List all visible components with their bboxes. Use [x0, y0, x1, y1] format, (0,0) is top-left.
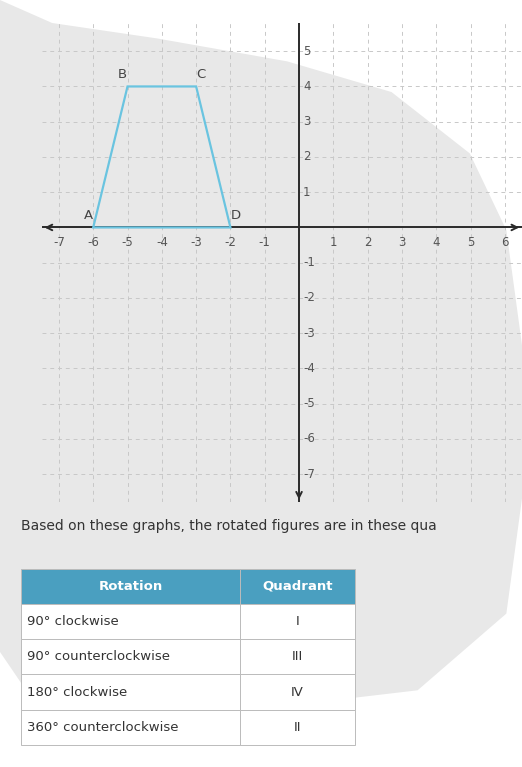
Text: -2: -2 — [303, 291, 315, 304]
Text: 5: 5 — [467, 236, 474, 249]
FancyBboxPatch shape — [21, 639, 240, 674]
Text: 4: 4 — [433, 236, 440, 249]
Text: 360° counterclockwise: 360° counterclockwise — [27, 721, 179, 734]
FancyBboxPatch shape — [240, 709, 355, 745]
FancyBboxPatch shape — [21, 604, 240, 639]
Text: 90° counterclockwise: 90° counterclockwise — [27, 650, 170, 663]
FancyBboxPatch shape — [21, 569, 240, 604]
Text: III: III — [292, 650, 303, 663]
FancyBboxPatch shape — [240, 639, 355, 674]
Text: 6: 6 — [501, 236, 508, 249]
Text: I: I — [295, 615, 300, 628]
Text: 2: 2 — [364, 236, 371, 249]
Text: -5: -5 — [122, 236, 134, 249]
Text: -7: -7 — [303, 468, 315, 481]
Text: -2: -2 — [224, 236, 236, 249]
Text: -4: -4 — [303, 362, 315, 375]
Text: -1: -1 — [259, 236, 271, 249]
Text: -5: -5 — [303, 397, 315, 410]
Text: 3: 3 — [398, 236, 406, 249]
Text: Rotation: Rotation — [98, 580, 163, 593]
Text: 1: 1 — [329, 236, 337, 249]
Text: -3: -3 — [190, 236, 202, 249]
Text: Based on these graphs, the rotated figures are in these qua: Based on these graphs, the rotated figur… — [21, 519, 436, 533]
Text: IV: IV — [291, 686, 304, 699]
Text: 2: 2 — [303, 150, 311, 163]
Text: A: A — [84, 209, 92, 222]
Text: C: C — [197, 67, 206, 81]
FancyBboxPatch shape — [21, 674, 240, 709]
Text: II: II — [294, 721, 301, 734]
Text: B: B — [118, 67, 127, 81]
Text: 180° clockwise: 180° clockwise — [27, 686, 127, 699]
FancyBboxPatch shape — [240, 674, 355, 709]
Text: 3: 3 — [303, 115, 311, 128]
Polygon shape — [0, 0, 522, 706]
Text: 5: 5 — [303, 44, 311, 58]
Text: D: D — [231, 209, 241, 222]
Text: -6: -6 — [303, 433, 315, 446]
Text: 4: 4 — [303, 80, 311, 93]
Text: 90° clockwise: 90° clockwise — [27, 615, 119, 628]
Text: -3: -3 — [303, 327, 315, 340]
Text: 1: 1 — [303, 186, 311, 199]
FancyBboxPatch shape — [240, 569, 355, 604]
Text: -4: -4 — [156, 236, 168, 249]
Text: -6: -6 — [87, 236, 99, 249]
Text: -7: -7 — [53, 236, 65, 249]
Text: Quadrant: Quadrant — [262, 580, 333, 593]
FancyBboxPatch shape — [21, 709, 240, 745]
FancyBboxPatch shape — [240, 604, 355, 639]
Text: -1: -1 — [303, 256, 315, 269]
